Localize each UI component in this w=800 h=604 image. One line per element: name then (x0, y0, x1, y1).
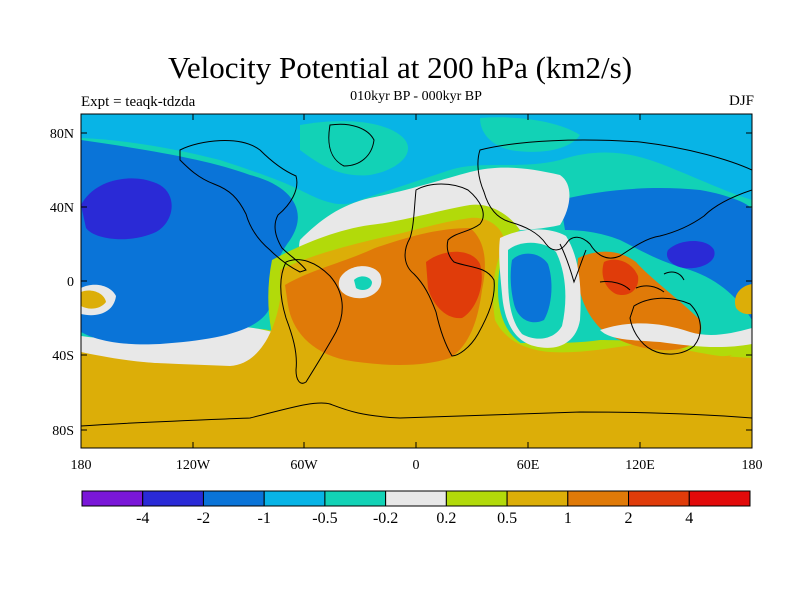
colorbar-label: -2 (197, 510, 210, 527)
colorbar-box (263, 490, 326, 507)
colorbar-box (445, 490, 508, 507)
lat-tick-marks (81, 132, 752, 431)
field-blue-indian (510, 253, 552, 323)
colorbar-label: 1 (564, 510, 572, 527)
figure-subtitle: 010kyr BP - 000kyr BP (350, 89, 482, 104)
coast-south-america (280, 259, 343, 384)
coast-australia (629, 297, 701, 355)
colorbar-label: -0.2 (373, 510, 398, 527)
colorbar-label: 0.5 (497, 510, 517, 527)
colorbar-label: -1 (258, 510, 271, 527)
lon-tick-marks (80, 114, 753, 448)
lat-label: 80S (52, 424, 74, 439)
field-dark-blue-wp (666, 241, 715, 269)
field-blue-asia (560, 188, 752, 320)
lon-label: 120W (176, 458, 211, 473)
colorbar-box (506, 490, 569, 507)
colorbar-label: 4 (685, 510, 693, 527)
coastlines (81, 123, 752, 427)
colorbar (81, 490, 751, 507)
field-dark-blue-pacific (81, 178, 172, 240)
field-red-africa (426, 251, 482, 319)
lat-label: 0 (67, 275, 74, 290)
colorbar-box (324, 490, 387, 507)
coast-greenland (328, 123, 375, 167)
lon-label: 60E (517, 458, 540, 473)
colorbar-box (81, 490, 144, 507)
lon-label: 120E (625, 458, 655, 473)
field-teal-atlantic-core (354, 276, 372, 290)
colorbar-box (628, 490, 690, 507)
coast-asia (477, 139, 752, 259)
coast-indonesia (599, 271, 685, 293)
coast-africa-europe (404, 183, 495, 357)
colorbar-labels: -4 -2 -1 -0.5 -0.2 0.2 0.5 1 2 4 (136, 510, 693, 527)
contour-field (81, 114, 752, 448)
field-cyan-north (81, 114, 752, 205)
lat-label: 40N (50, 201, 74, 216)
lat-label: 80N (50, 127, 74, 142)
season-label: DJF (728, 93, 754, 109)
field-gold-dateline-e (734, 284, 752, 315)
lon-label: 180 (71, 458, 92, 473)
colorbar-box (385, 490, 447, 507)
coast-india (559, 243, 587, 284)
colorbar-box (567, 490, 630, 507)
coast-antarctica (81, 402, 752, 427)
field-teal-arctic (300, 121, 409, 176)
field-gold-dateline-w (81, 290, 106, 309)
lat-label: 40S (52, 349, 74, 364)
field-red-indo (602, 259, 639, 296)
colorbar-box (142, 490, 204, 507)
lon-label: 0 (413, 458, 420, 473)
experiment-label: Expt = teaqk-tdzda (81, 94, 196, 110)
colorbar-label: -4 (136, 510, 149, 527)
colorbar-label: 2 (625, 510, 633, 527)
field-teal-arctic-2 (480, 117, 580, 152)
figure-title: Velocity Potential at 200 hPa (km2/s) (167, 50, 633, 85)
colorbar-box (688, 490, 751, 507)
coast-north-america (179, 140, 307, 273)
lon-label: 60W (290, 458, 318, 473)
colorbar-label: 0.2 (436, 510, 456, 527)
colorbar-label: -0.5 (312, 510, 337, 527)
field-grey-south-e (600, 323, 752, 348)
colorbar-box (202, 490, 265, 507)
lon-label: 180 (742, 458, 763, 473)
